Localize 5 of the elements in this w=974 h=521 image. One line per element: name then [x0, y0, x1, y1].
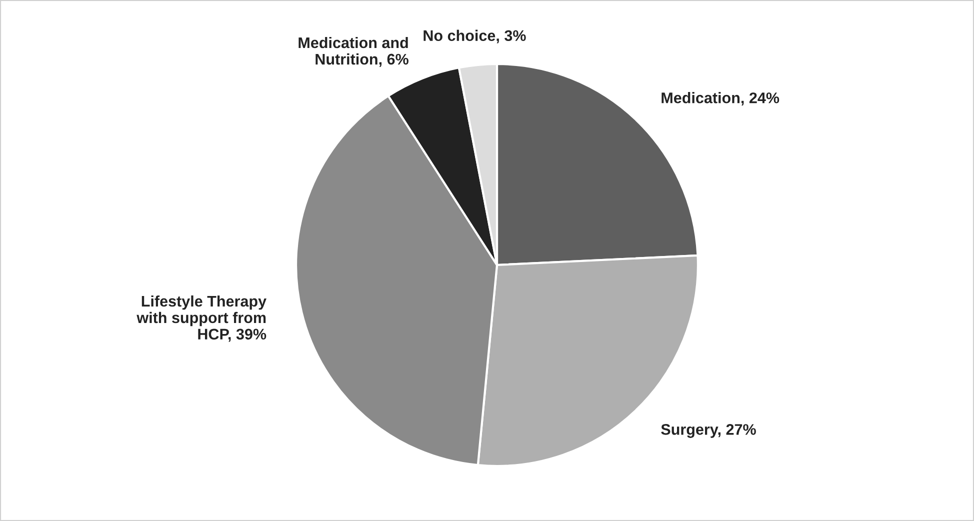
slice-label: Medication and Nutrition, 6%: [298, 36, 408, 67]
slice-label: Lifestyle Therapy with support from HCP, 39%: [136, 295, 266, 342]
slice-label: No choice, 3%: [424, 30, 526, 44]
slice-label: Surgery, 27%: [661, 424, 756, 438]
slice-label: Medication, 24%: [662, 92, 780, 106]
